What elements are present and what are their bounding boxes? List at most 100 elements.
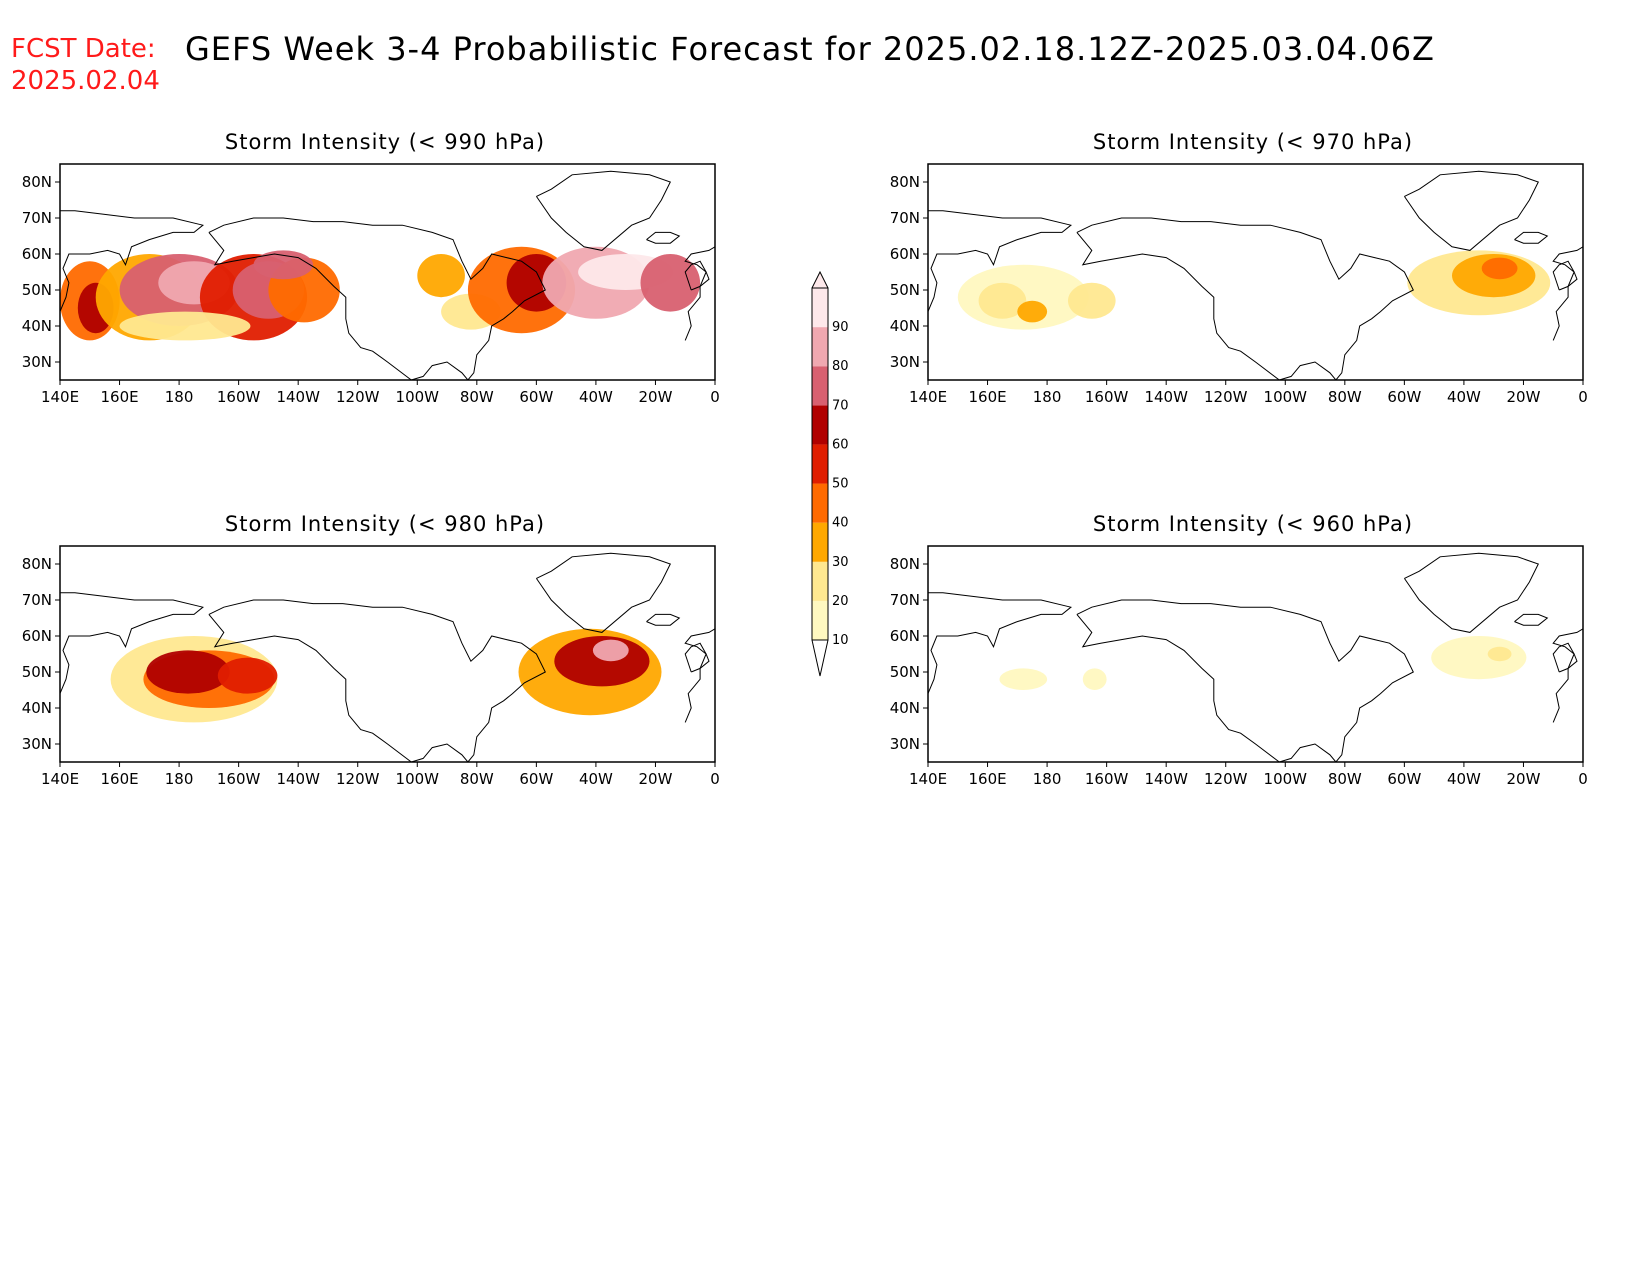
lon-tick-label: 140W — [276, 388, 320, 406]
coastline — [646, 613, 681, 626]
colorbar-label: 20 — [832, 594, 849, 609]
lat-tick-label: 60N — [890, 627, 920, 645]
coastline — [208, 599, 546, 762]
lon-tick-label: 180 — [165, 770, 194, 788]
probability-cell — [119, 311, 251, 341]
probability-cell — [1082, 668, 1107, 690]
lat-tick-label: 30N — [22, 735, 52, 753]
lon-tick-label: 40W — [1447, 388, 1481, 406]
coastline — [1076, 217, 1414, 380]
coastline — [928, 592, 1073, 694]
lon-tick-label: 120W — [336, 388, 380, 406]
panel-title-960: Storm Intensity (< 960 hPa) — [1092, 512, 1414, 536]
lat-tick-label: 50N — [890, 281, 920, 299]
lon-tick-label: 160E — [100, 770, 138, 788]
colorbar-label: 90 — [832, 320, 849, 335]
lon-tick-label: 40W — [1447, 770, 1481, 788]
lat-tick-label: 70N — [22, 209, 52, 227]
map-plot-970: 140E 160E 180 160W 140W 120W 100W 80W 60W 40W 20W 0… — [890, 163, 1588, 406]
lon-tick-label: 0 — [1578, 388, 1588, 406]
map-plot-960: 140E 160E 180 160W 140W 120W 100W 80W 60W 40W 20W 0… — [890, 545, 1588, 788]
lon-tick-label: 180 — [1033, 770, 1062, 788]
probability-cell — [640, 254, 701, 312]
probability-cell — [1017, 300, 1048, 323]
lat-tick-label: 50N — [22, 281, 52, 299]
panel-title-980: Storm Intensity (< 980 hPa) — [224, 512, 546, 536]
coastlines — [60, 170, 715, 380]
map-panel-970: Storm Intensity (< 970 hPa) 140E 160E 180 1… — [868, 132, 1638, 432]
lon-tick-label: 80W — [460, 388, 494, 406]
lat-tick-label: 50N — [22, 663, 52, 681]
lon-tick-label: 120W — [1204, 770, 1248, 788]
lat-tick-label: 60N — [22, 245, 52, 263]
coastline — [684, 642, 710, 673]
lon-tick-label: 0 — [1578, 770, 1588, 788]
coastline — [535, 552, 671, 633]
map-frame — [59, 163, 716, 381]
colorbar-swatch — [812, 522, 828, 562]
coastline — [1403, 170, 1539, 251]
colorbar-label: 40 — [832, 516, 849, 531]
coastline — [684, 260, 710, 291]
lon-tick-label: 100W — [396, 388, 440, 406]
coastline — [208, 217, 546, 380]
lon-tick-label: 20W — [1506, 388, 1540, 406]
probability-cell — [253, 250, 314, 280]
lon-tick-label: 20W — [638, 388, 672, 406]
probability-field — [999, 636, 1527, 690]
lon-tick-label: 100W — [1264, 770, 1308, 788]
lon-tick-label: 120W — [1204, 388, 1248, 406]
probability-cell — [999, 668, 1048, 690]
coastline — [1552, 260, 1578, 291]
lon-tick-label: 80W — [460, 770, 494, 788]
coastlines — [928, 552, 1583, 762]
probability-cell — [1487, 646, 1512, 662]
colorbar-swatch — [812, 366, 828, 406]
colorbar-outline — [811, 287, 829, 641]
map-frame — [59, 545, 716, 763]
probability-cell — [1068, 282, 1116, 319]
lon-tick-label: 0 — [710, 770, 720, 788]
probability-cell — [217, 657, 278, 694]
probability-cell — [1431, 636, 1527, 680]
colorbar-swatch — [812, 483, 828, 523]
lon-tick-label: 160W — [1085, 388, 1129, 406]
lat-tick-label: 30N — [890, 353, 920, 371]
lon-tick-label: 20W — [1506, 770, 1540, 788]
colorbar-label: 80 — [832, 359, 849, 374]
lat-tick-label: 30N — [890, 735, 920, 753]
coastline — [60, 592, 205, 694]
lon-tick-label: 140E — [909, 770, 947, 788]
coastline — [1514, 613, 1549, 626]
map-plot-980: 140E 160E 180 160W 140W 120W 100W 80W 60W 40W 20W 0… — [22, 545, 720, 788]
lon-tick-label: 140E — [909, 388, 947, 406]
lat-tick-label: 70N — [890, 591, 920, 609]
lon-tick-label: 40W — [579, 388, 613, 406]
colorbar: 10 20 30 40 50 60 70 80 90 — [811, 270, 849, 677]
lon-tick-label: 160E — [968, 770, 1006, 788]
map-frame — [927, 545, 1584, 763]
probability-cell — [417, 254, 465, 298]
lon-tick-label: 140E — [41, 388, 79, 406]
lat-tick-label: 80N — [22, 173, 52, 191]
lat-tick-label: 30N — [22, 353, 52, 371]
probability-cell — [1481, 257, 1518, 280]
lon-tick-label: 20W — [638, 770, 672, 788]
lon-tick-label: 120W — [336, 770, 380, 788]
panel-title-990: Storm Intensity (< 990 hPa) — [224, 130, 546, 154]
coastline — [1514, 231, 1549, 244]
colorbar-swatch — [812, 405, 828, 445]
map-panel-990: Storm Intensity (< 990 hPa) 140E 160E 180 1… — [0, 132, 770, 432]
lon-tick-label: 140E — [41, 770, 79, 788]
lat-tick-label: 40N — [890, 317, 920, 335]
lat-tick-label: 40N — [890, 699, 920, 717]
lon-tick-label: 180 — [1033, 388, 1062, 406]
lat-tick-label: 40N — [22, 317, 52, 335]
lat-tick-label: 60N — [22, 627, 52, 645]
lon-tick-label: 160W — [1085, 770, 1129, 788]
colorbar-swatch — [812, 288, 828, 328]
probability-field — [110, 628, 662, 723]
colorbar-bottom-arrow — [811, 639, 829, 677]
panel-title-970: Storm Intensity (< 970 hPa) — [1092, 130, 1414, 154]
colorbar-label: 50 — [832, 477, 849, 492]
